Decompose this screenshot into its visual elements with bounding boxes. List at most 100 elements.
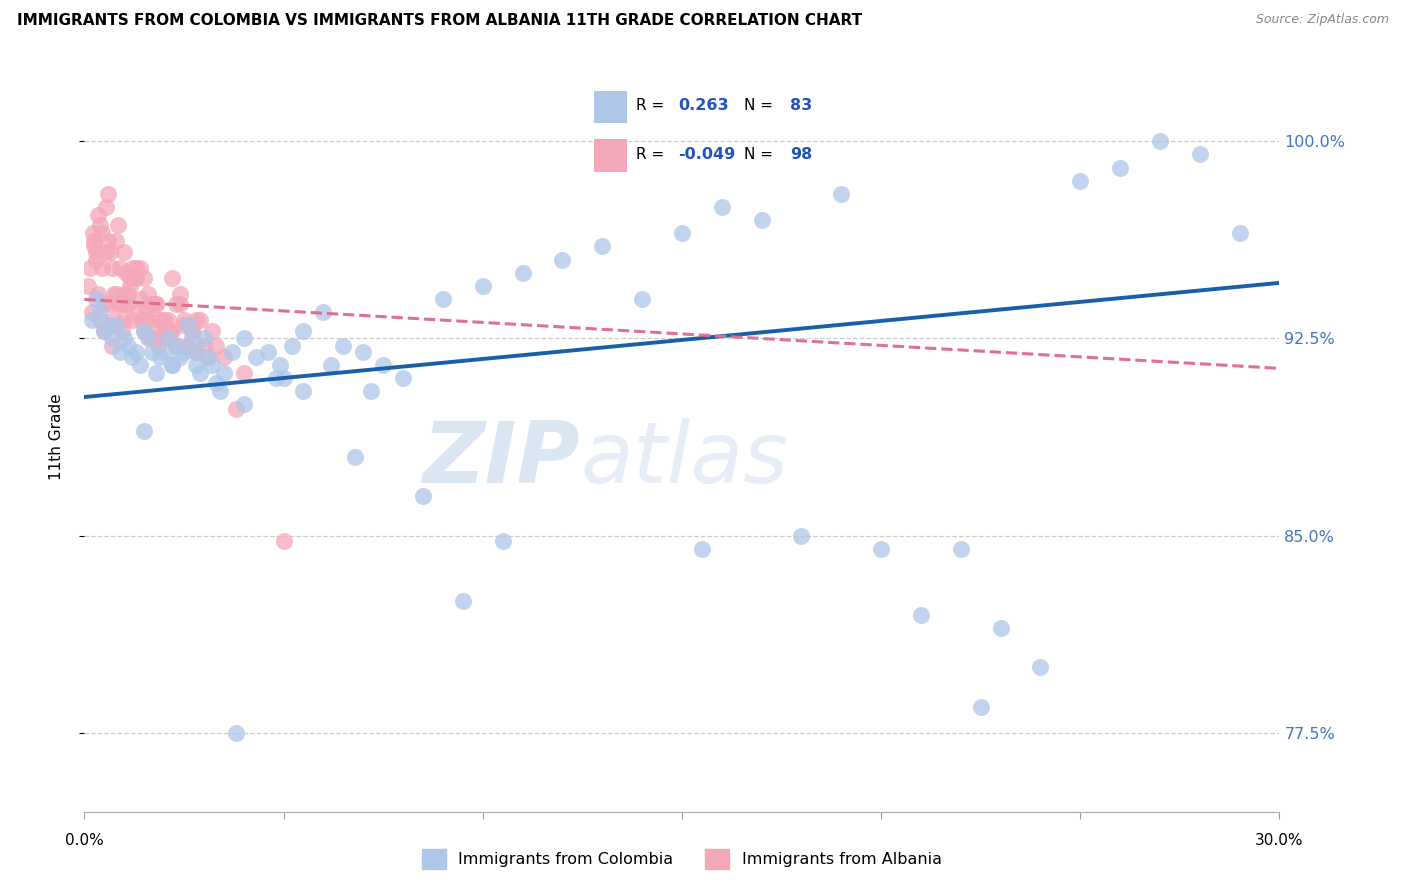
Point xyxy=(631,292,654,306)
Point xyxy=(87,286,110,301)
Point xyxy=(91,260,114,275)
Text: 83: 83 xyxy=(790,98,813,113)
Point xyxy=(105,286,128,301)
Bar xyxy=(595,139,627,171)
Point xyxy=(273,533,295,548)
Point xyxy=(120,271,142,285)
Point xyxy=(93,297,115,311)
Point xyxy=(280,339,302,353)
Point xyxy=(292,384,315,398)
Point xyxy=(225,726,247,740)
Point xyxy=(193,339,215,353)
Point xyxy=(273,371,295,385)
Point xyxy=(82,313,104,327)
Point xyxy=(245,350,267,364)
Point xyxy=(344,450,367,464)
Point xyxy=(1069,174,1091,188)
Point xyxy=(412,489,434,503)
Point xyxy=(174,339,197,353)
Point xyxy=(471,279,494,293)
Point xyxy=(135,305,157,319)
Point xyxy=(131,313,153,327)
Point xyxy=(232,366,254,380)
Point xyxy=(1149,134,1171,148)
Point xyxy=(82,305,104,319)
Text: 0.0%: 0.0% xyxy=(65,833,104,847)
Point xyxy=(197,350,219,364)
Point xyxy=(121,350,143,364)
Text: R =: R = xyxy=(637,146,669,161)
Point xyxy=(136,286,159,301)
Point xyxy=(970,699,993,714)
Point xyxy=(159,324,181,338)
Point xyxy=(671,227,693,241)
Text: -0.049: -0.049 xyxy=(679,146,735,161)
Point xyxy=(121,313,143,327)
Point xyxy=(103,286,125,301)
Point xyxy=(97,186,120,201)
Point xyxy=(392,371,415,385)
Point xyxy=(149,313,172,327)
Point xyxy=(169,350,191,364)
Point xyxy=(591,239,613,253)
Point xyxy=(830,186,852,201)
Point xyxy=(111,324,134,338)
Point xyxy=(86,252,108,267)
Point xyxy=(98,297,121,311)
Point xyxy=(181,324,204,338)
Point xyxy=(177,339,200,353)
Point xyxy=(145,366,167,380)
Point xyxy=(208,384,231,398)
Point xyxy=(184,358,207,372)
Point xyxy=(165,297,187,311)
Text: IMMIGRANTS FROM COLOMBIA VS IMMIGRANTS FROM ALBANIA 11TH GRADE CORRELATION CHART: IMMIGRANTS FROM COLOMBIA VS IMMIGRANTS F… xyxy=(17,13,862,29)
Point xyxy=(173,344,195,359)
Text: 98: 98 xyxy=(790,146,813,161)
Point xyxy=(136,331,159,345)
Point xyxy=(96,200,118,214)
Point xyxy=(129,260,152,275)
Point xyxy=(690,541,713,556)
Point xyxy=(132,324,156,338)
Text: R =: R = xyxy=(637,98,669,113)
Point xyxy=(122,271,145,285)
Point xyxy=(110,297,132,311)
Point xyxy=(169,286,191,301)
Point xyxy=(212,366,235,380)
Point xyxy=(89,219,111,233)
Point xyxy=(160,271,183,285)
Point xyxy=(125,260,148,275)
Point xyxy=(949,541,972,556)
Text: Source: ZipAtlas.com: Source: ZipAtlas.com xyxy=(1256,13,1389,27)
Point xyxy=(112,313,135,327)
Point xyxy=(221,344,243,359)
Point xyxy=(173,313,195,327)
Point xyxy=(132,424,156,438)
Point xyxy=(125,344,148,359)
Point xyxy=(512,266,534,280)
Point xyxy=(149,313,172,327)
Point xyxy=(127,305,149,319)
Point xyxy=(145,297,167,311)
Point xyxy=(120,279,142,293)
Point xyxy=(141,344,163,359)
Point xyxy=(188,366,211,380)
Point xyxy=(205,339,228,353)
Point xyxy=(165,339,187,353)
Point xyxy=(910,607,932,622)
Point xyxy=(157,331,180,345)
Point xyxy=(160,358,183,372)
Point xyxy=(710,200,733,214)
Point xyxy=(112,244,135,259)
Point xyxy=(83,234,105,248)
Text: ZIP: ZIP xyxy=(423,418,581,501)
Point xyxy=(97,318,120,333)
Point xyxy=(173,318,195,333)
Point xyxy=(98,244,121,259)
Text: 30.0%: 30.0% xyxy=(1256,833,1303,847)
Point xyxy=(352,344,374,359)
Point xyxy=(432,292,454,306)
Point xyxy=(312,305,335,319)
Point xyxy=(143,331,166,345)
Point xyxy=(1029,660,1052,674)
